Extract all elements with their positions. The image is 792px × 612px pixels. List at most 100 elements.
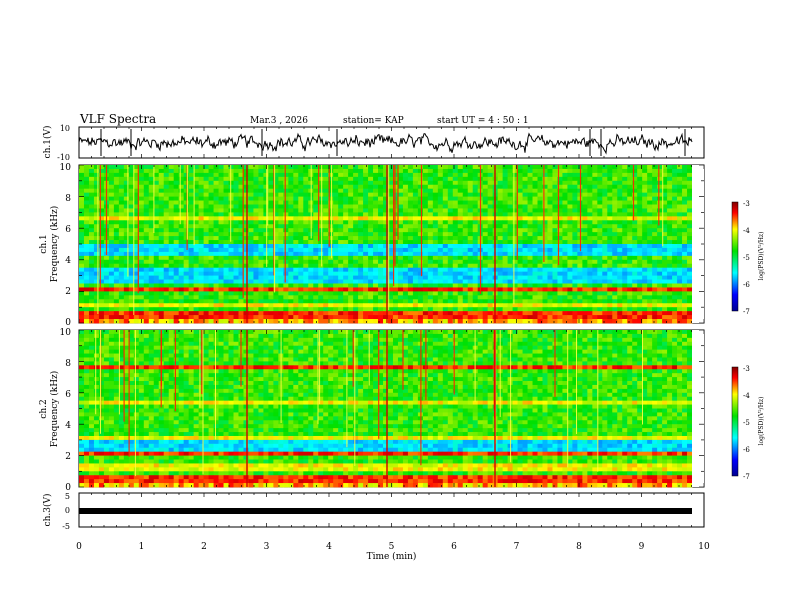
ch1-spectrogram-cell [482,275,489,280]
ch1-spectrogram-cell [153,299,160,304]
ch1-spectrogram-cell [582,287,588,292]
ch1-spectrogram-cell [422,315,429,320]
ch1-spectrogram-cell [278,307,284,312]
ch1-spectrogram-cell [83,255,90,261]
ch1-spectrogram-cell [472,165,479,170]
ch1-spectrogram-cell [517,216,523,221]
ch1-spectrogram-cell [298,180,304,186]
ch1-spectrogram-cell [313,172,319,178]
ch1-spectrogram-cell [168,287,175,292]
ch1-spectrogram-cell [178,299,185,304]
ch1-spectrogram-cell [253,319,259,324]
ch1-spectrogram-cell [587,236,593,241]
ch1-spectrogram-cell [158,283,165,288]
ch1-spectrogram-cell [447,279,454,284]
ch1-spectrogram-cell [457,271,464,276]
ch1-spectrogram-cell [213,240,219,245]
ch1-spectrogram-cell [108,216,115,221]
ch1-spectrogram-cell [233,208,239,213]
ch1-spectrogram-cell [507,180,513,186]
ch1-spectrogram-cell [622,315,628,320]
ch1-spectrogram-cell [303,315,309,320]
ch1-spectrogram-cell [572,168,578,174]
ch1-spectrogram-cell [542,220,548,225]
ch1-spectrogram-cell [283,228,289,233]
ch1-spectrogram-cell [168,216,175,221]
ch1-spectrogram-cell [502,255,508,261]
ch1-spectrogram-cell [447,275,454,280]
ch1-spectrogram-cell [447,267,454,273]
ch1-spectrogram-cell [592,192,598,197]
ch1-spectrogram-cell [103,303,110,308]
ch1-spectrogram-cell [353,271,359,276]
ch1-spectrogram-cell [218,319,224,324]
ch1-spectrogram-cell [667,267,673,273]
ch1-spectrogram-cell [457,196,464,201]
ch1-spectrogram-cell [397,283,404,288]
ch1-spectrogram-cell [637,271,643,276]
ch1-spectrogram-cell [323,259,329,265]
ch1-spectrogram-cell [348,279,354,284]
ch1-spectrogram-cell [198,208,204,213]
ch1-spectrogram-cell [208,165,214,170]
ch1-spectrogram-cell [183,267,190,273]
ch1-spectrogram-cell [278,283,284,288]
ch1-spectrogram-cell [582,251,588,257]
ch1-spectrogram-cell [113,303,120,308]
ch1-spectrogram-cell [617,291,623,296]
ch1-spectrogram-cell [507,315,513,320]
ch1-spectrogram-cell [597,279,603,284]
ch1-spectrogram-cell [577,263,583,269]
ch1-spectrogram-cell [133,224,140,229]
ch1-spectrogram-cell [308,291,314,296]
ch1-spectrogram-cell [667,212,673,217]
ch1-spectrogram-cell [213,307,219,312]
ch1-spectrogram-cell [532,251,538,257]
ch1-spectrogram-cell [298,165,304,170]
ch1-spectrogram-cell [218,311,224,316]
ch1-spectrogram-cell [387,275,394,280]
ch1-spectrogram-cell [527,291,533,296]
ch1-spectrogram-cell [422,279,429,284]
ch1-spectrogram-cell [273,216,279,221]
ch1-spectrogram-cell [88,275,95,280]
ch1-spectrogram-cell [148,319,155,324]
ch1-spectrogram-cell [552,263,558,269]
ch1-spectrogram-cell [587,251,593,257]
ch1-spectrogram-cell [353,240,359,245]
ch1-spectrogram-cell [607,212,613,217]
ch1-spectrogram-cell [98,307,105,312]
ch1-spectrogram-cell [83,315,90,320]
ch1-spectrogram-cell [83,196,90,201]
ch1-spectrogram-cell [318,303,324,308]
ch1-spectrogram-cell [188,255,195,261]
ch1-spectrogram-cell [143,184,150,190]
ch1-spectrogram-cell [547,196,553,201]
ch1-spectrogram-cell [437,204,444,209]
ch1-spectrogram-cell [472,232,479,237]
ch1-spectrogram-cell [268,263,274,269]
ch1-spectrogram-cell [79,303,85,308]
ch1-spectrogram-cell [278,311,284,316]
ch1-spectrogram-cell [328,180,334,186]
ch1-spectrogram-cell [647,275,653,280]
ch1-spectrogram-cell [358,315,364,320]
ch1-spectrogram-cell [677,295,683,300]
ch1-spectrogram-cell [467,184,474,190]
ch1-spectrogram-cell [328,200,334,205]
ch1-spectrogram-cell [233,287,239,292]
ch1-spectrogram-cell [527,204,533,209]
ch1-spectrogram-cell [173,228,180,233]
ch1-spectrogram-cell [158,172,165,178]
ch1-spectrogram-cell [632,303,638,308]
ch1-spectrogram-cell [318,240,324,245]
ch1-spectrogram-cell [482,184,489,190]
ch1-spectrogram-cell [118,240,125,245]
ch1-spectrogram-cell [183,236,190,241]
ch1-spectrogram-cell [113,224,120,229]
ch1-spectrogram-cell [412,165,419,170]
ch1-spectrogram-cell [273,192,279,197]
ch1-spectrogram-cell [178,188,185,194]
ch1-spectrogram-cell [437,319,444,324]
ch1-spectrogram-cell [552,311,558,316]
